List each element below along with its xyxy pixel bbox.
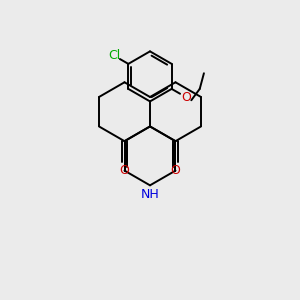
Text: Cl: Cl bbox=[108, 49, 120, 62]
Text: O: O bbox=[181, 91, 190, 103]
Text: O: O bbox=[120, 164, 129, 176]
Text: O: O bbox=[171, 164, 180, 176]
Text: NH: NH bbox=[141, 188, 159, 201]
